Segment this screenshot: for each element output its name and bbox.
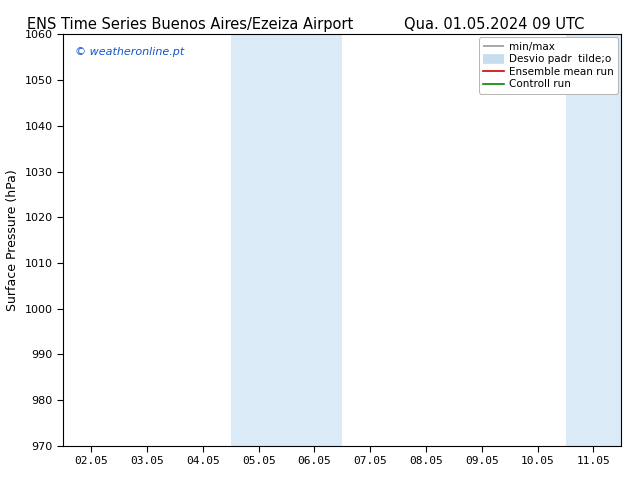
Bar bbox=[287, 34, 342, 446]
Text: ENS Time Series Buenos Aires/Ezeiza Airport: ENS Time Series Buenos Aires/Ezeiza Airp… bbox=[27, 17, 353, 32]
Text: Qua. 01.05.2024 09 UTC: Qua. 01.05.2024 09 UTC bbox=[404, 17, 585, 32]
Legend: min/max, Desvio padr  tilde;o, Ensemble mean run, Controll run: min/max, Desvio padr tilde;o, Ensemble m… bbox=[479, 37, 618, 94]
Bar bbox=[621, 34, 634, 446]
Text: © weatheronline.pt: © weatheronline.pt bbox=[75, 47, 184, 57]
Bar bbox=[566, 34, 621, 446]
Y-axis label: Surface Pressure (hPa): Surface Pressure (hPa) bbox=[6, 169, 19, 311]
Bar bbox=[231, 34, 287, 446]
